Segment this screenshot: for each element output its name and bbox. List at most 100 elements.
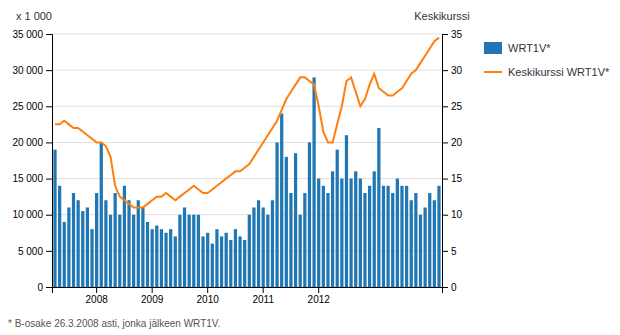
bar <box>201 236 204 287</box>
bar <box>225 233 228 287</box>
tick-mark <box>263 287 264 293</box>
tick-mark <box>46 215 52 216</box>
bar <box>354 171 357 287</box>
bar <box>215 229 218 287</box>
bar <box>336 150 339 287</box>
tick-label: 5 000 <box>18 246 43 257</box>
legend-swatch <box>484 71 502 73</box>
bar <box>72 193 75 287</box>
bar <box>326 193 329 287</box>
bar <box>183 207 186 287</box>
tick-mark <box>46 106 52 107</box>
bar <box>414 193 417 287</box>
tick: 0 <box>37 282 52 293</box>
tick: 15 <box>442 173 463 184</box>
bar <box>127 200 130 287</box>
bar <box>100 142 103 287</box>
tick-mark <box>46 179 52 180</box>
bar <box>238 236 241 287</box>
bar <box>252 207 255 287</box>
tick-label: 30 000 <box>12 65 43 76</box>
tick-mark <box>442 106 448 107</box>
bar <box>220 236 223 287</box>
bar <box>229 240 232 287</box>
line <box>55 38 439 208</box>
legend-label: Keskikurssi WRT1V* <box>508 66 610 78</box>
tick: 10 <box>442 209 463 220</box>
bar <box>188 215 191 287</box>
bar <box>164 233 167 287</box>
tick-mark <box>442 34 448 35</box>
tick-label: 2009 <box>141 294 164 305</box>
bar <box>359 179 362 287</box>
tick-label: 2008 <box>86 294 109 305</box>
tick-mark <box>442 251 448 252</box>
plot: 2008200920102011201205 00010 00015 00020… <box>12 29 462 305</box>
bar <box>280 114 283 287</box>
tick-mark <box>46 251 52 252</box>
tick-label: 35 <box>451 29 463 40</box>
bar <box>206 233 209 287</box>
tick: 2009 <box>141 287 164 305</box>
marks <box>53 38 440 287</box>
tick: 20 <box>442 137 463 148</box>
tick-label: 20 <box>451 137 463 148</box>
bar <box>95 193 98 287</box>
bar <box>155 226 158 287</box>
tick: 5 000 <box>18 246 52 257</box>
bar <box>114 193 117 287</box>
bar <box>275 142 278 287</box>
tick: 5 <box>442 246 457 257</box>
bar <box>386 186 389 287</box>
bar <box>368 186 371 287</box>
bar <box>285 157 288 287</box>
tick: 0 <box>442 282 457 293</box>
bar <box>132 215 135 287</box>
tick: 30 000 <box>12 65 52 76</box>
bar <box>400 186 403 287</box>
legend-swatch <box>484 42 502 54</box>
bar <box>141 207 144 287</box>
tick-mark <box>207 287 208 293</box>
tick-label: 15 <box>451 173 463 184</box>
tick: 25 000 <box>12 101 52 112</box>
bar <box>86 207 89 287</box>
axis-domain <box>443 35 449 288</box>
bar <box>271 200 274 287</box>
bar <box>234 229 237 287</box>
bar <box>266 215 269 287</box>
tick-mark <box>96 287 97 293</box>
bar <box>104 200 107 287</box>
tick-label: 15 000 <box>12 173 43 184</box>
tick-mark <box>318 287 319 293</box>
legend-item: Keskikurssi WRT1V* <box>484 66 610 78</box>
tick-label: 10 <box>451 209 463 220</box>
tick: 2008 <box>86 287 109 305</box>
tick-mark <box>442 142 448 143</box>
bar <box>340 179 343 287</box>
bar <box>81 211 84 287</box>
bar <box>248 215 251 287</box>
tick: 15 000 <box>12 173 52 184</box>
tick: 20 000 <box>12 137 52 148</box>
bar <box>118 215 121 287</box>
tick-label: 2011 <box>252 294 274 305</box>
bar <box>322 186 325 287</box>
bar <box>262 207 265 287</box>
y-axis: 05 00010 00015 00020 00025 00030 00035 0… <box>12 29 52 293</box>
tick: 2012 <box>308 287 331 305</box>
bar <box>90 229 93 287</box>
tick: 35 <box>442 29 463 40</box>
tick-mark <box>46 287 52 288</box>
tick-label: 10 000 <box>12 209 43 220</box>
bar <box>53 150 56 287</box>
bar-series <box>53 77 440 287</box>
tick-mark <box>442 70 448 71</box>
bar <box>137 200 140 287</box>
bar <box>349 179 352 287</box>
grid-line <box>52 178 442 179</box>
bar <box>178 215 181 287</box>
tick-label: 20 000 <box>12 137 43 148</box>
tick-mark <box>442 287 448 288</box>
bar <box>391 193 394 287</box>
